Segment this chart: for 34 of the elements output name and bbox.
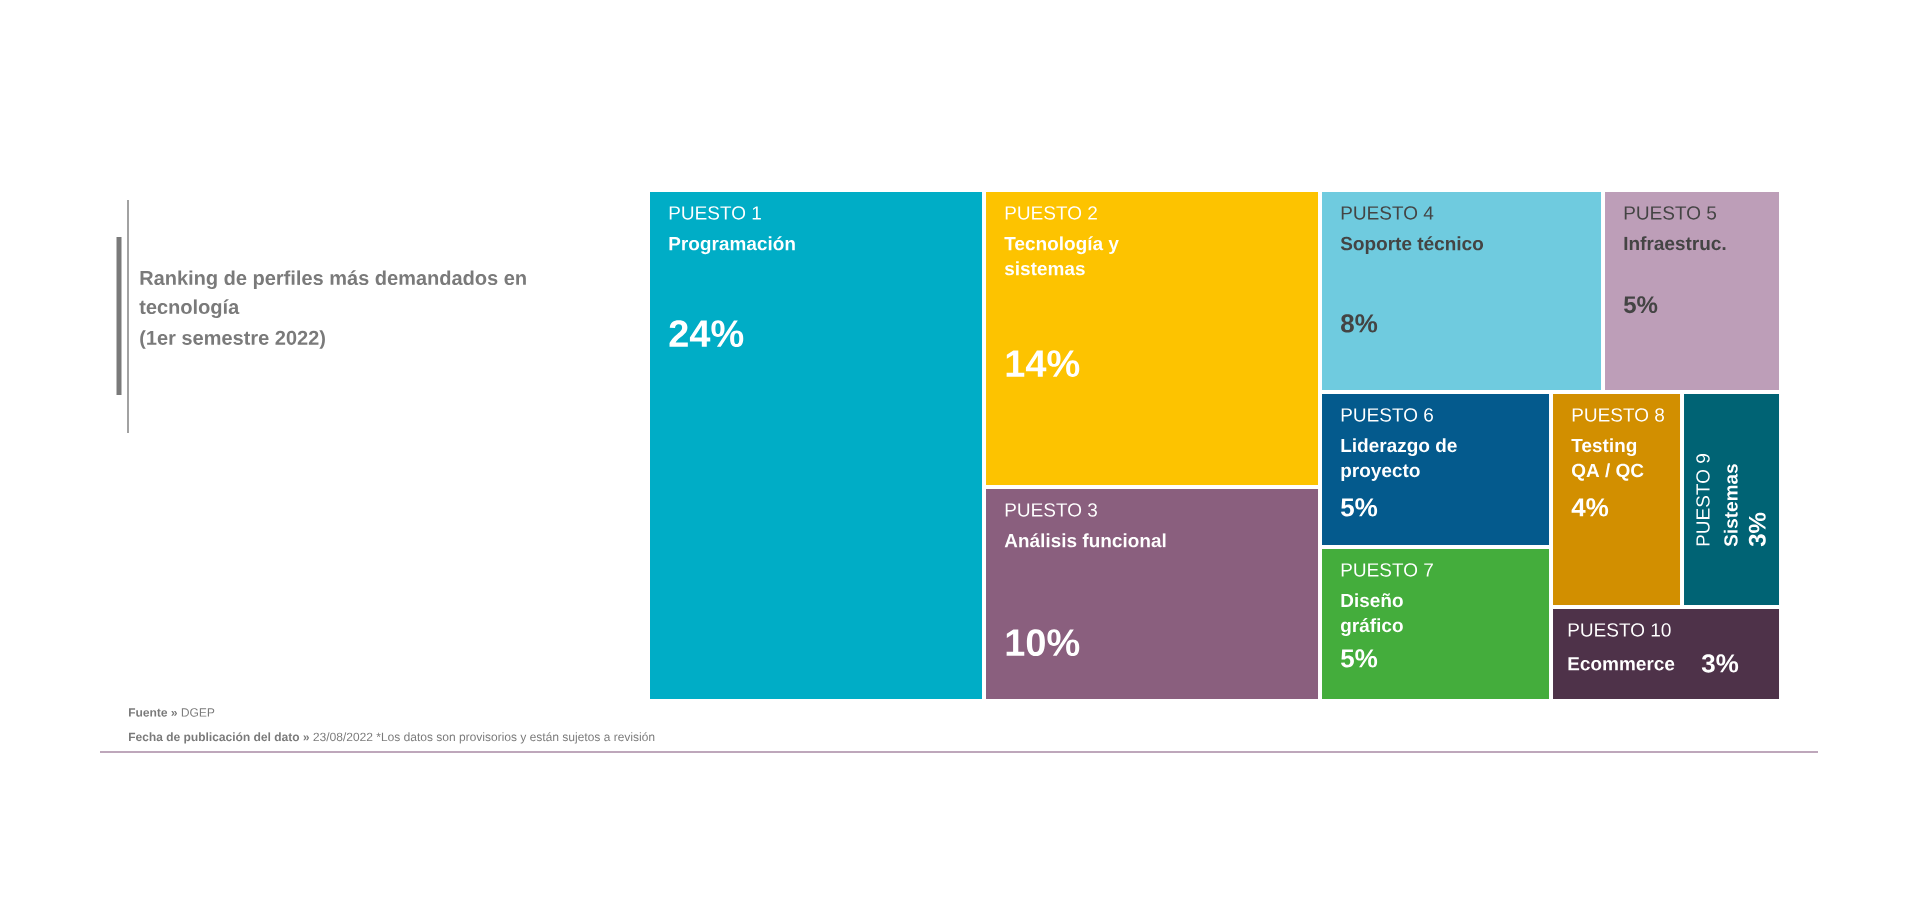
data-label: 10% bbox=[1006, 629, 1080, 657]
data-label: 5% bbox=[1341, 649, 1378, 668]
data-label: 14% bbox=[1006, 350, 1080, 377]
text: PUESTO 2 bbox=[1005, 206, 1097, 220]
data-label: 5% bbox=[1341, 498, 1378, 517]
category-label: Tecnología y sistemas bbox=[1004, 236, 1119, 276]
text: Fecha de publicación del dato » 23/08/2022 *Los datos son provisorios y están sujetos a revisión bbox=[129, 732, 655, 744]
data-label: 8% bbox=[1341, 314, 1378, 333]
data-label: 3% bbox=[1701, 654, 1739, 673]
category-label: Infraestruc. bbox=[1624, 236, 1726, 251]
text: PUESTO 7 bbox=[1341, 563, 1433, 577]
text: Ranking de perfiles más demandados en tecnología bbox=[139, 270, 526, 319]
category-label: Diseño gráfico bbox=[1341, 593, 1403, 637]
text: Fuente » DGEP bbox=[129, 708, 215, 717]
text: PUESTO 5 bbox=[1624, 206, 1717, 220]
category-label: Programación bbox=[669, 236, 795, 255]
text: PUESTO 9 bbox=[1696, 454, 1710, 546]
data-label: 4% bbox=[1571, 498, 1609, 517]
text: PUESTO 4 bbox=[1341, 206, 1434, 220]
text: PUESTO 3 bbox=[1005, 503, 1097, 517]
text: PUESTO 1 bbox=[669, 206, 761, 220]
data-label: 24% bbox=[669, 320, 744, 348]
category-label: Soporte técnico bbox=[1340, 236, 1484, 255]
data-label: 3% bbox=[1748, 512, 1766, 547]
text: PUESTO 6 bbox=[1341, 408, 1433, 422]
category-label: Ecommerce bbox=[1568, 657, 1675, 671]
category-label: Testing QA / QC bbox=[1571, 438, 1644, 481]
category-label: Análisis funcional bbox=[1004, 533, 1166, 548]
category-label: Liderazgo de proyecto bbox=[1341, 438, 1457, 481]
text: PUESTO 10 bbox=[1568, 623, 1671, 637]
data-label: 5% bbox=[1623, 296, 1658, 314]
text: (1er semestre 2022) bbox=[140, 330, 325, 349]
text: PUESTO 8 bbox=[1572, 408, 1664, 422]
category-label: Sistemas bbox=[1723, 464, 1738, 547]
